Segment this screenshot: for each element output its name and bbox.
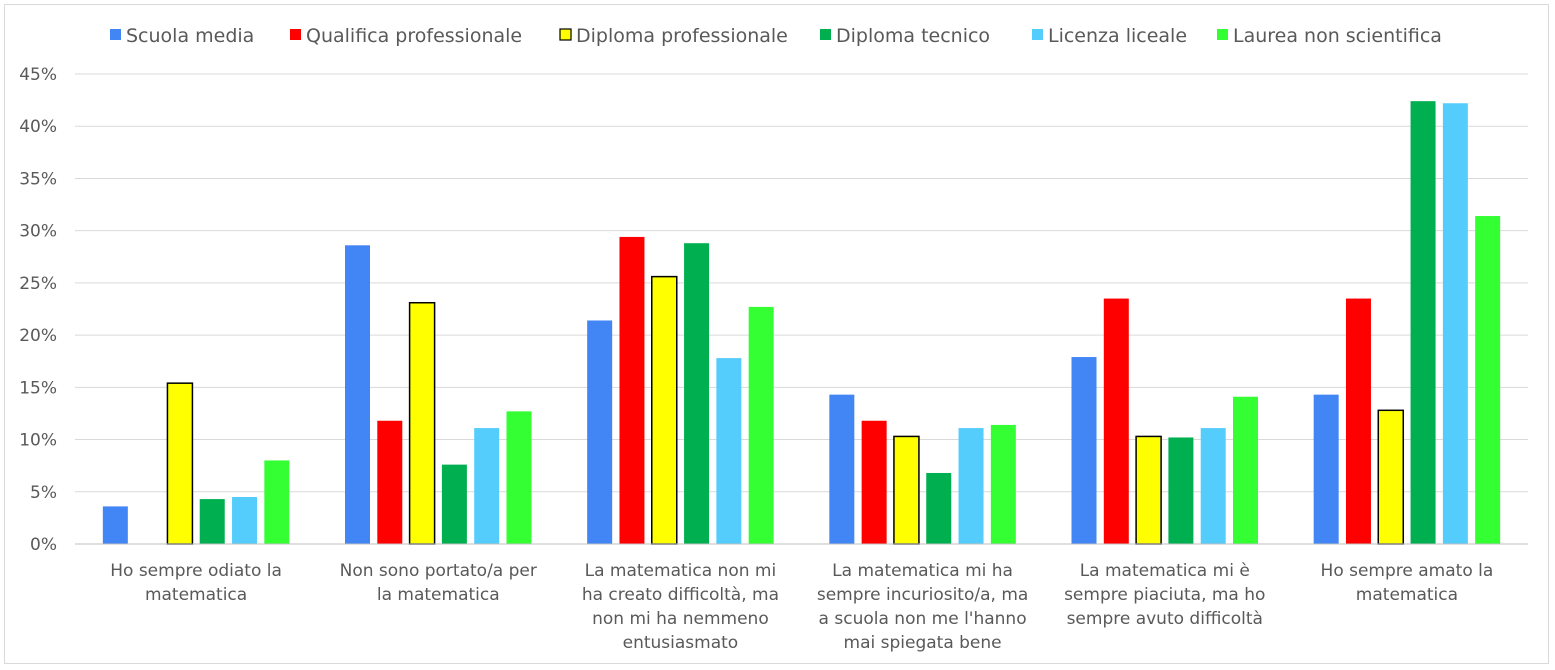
bar: [408, 301, 436, 545]
bar: [264, 460, 290, 544]
legend-swatch: [290, 29, 301, 40]
y-tick-label: 45%: [19, 65, 57, 85]
bar: [716, 358, 742, 544]
category-label: La matematica mi è sempre piaciuta, ma ho…: [1064, 561, 1265, 629]
bar: [1313, 394, 1339, 544]
category-label: Ho sempre amato la matematica: [1321, 561, 1494, 605]
bar: [166, 382, 194, 545]
bar: [1071, 357, 1097, 544]
legend-label: Licenza liceale: [1048, 25, 1187, 47]
bar: [1135, 435, 1162, 545]
bar: [748, 306, 774, 544]
bar: [861, 420, 887, 544]
bar: [651, 275, 678, 545]
chart-frame: [4, 4, 1549, 664]
bar: [619, 236, 645, 544]
bar: [893, 435, 920, 545]
bar: [345, 245, 370, 545]
bar: [829, 394, 855, 544]
category-label: La matematica mi ha sempre incuriosito/a,…: [817, 561, 1028, 653]
bars: [102, 101, 1501, 545]
bar: [958, 428, 984, 544]
bar: [199, 499, 225, 544]
legend-swatch: [559, 28, 572, 41]
y-tick-label: 15%: [19, 378, 57, 398]
bar: [1442, 103, 1468, 544]
legend: Scuola media Qualifica professionale Diplo…: [110, 25, 1442, 47]
bar: [990, 424, 1016, 544]
bar: [1200, 428, 1226, 544]
bar: [1410, 101, 1436, 545]
legend-item: Qualifica professionale: [290, 25, 522, 47]
bar: [1377, 409, 1405, 545]
category-label: La matematica non mi ha creato difficoltà…: [582, 561, 779, 653]
legend-swatch: [1032, 29, 1043, 40]
y-tick-label: 20%: [19, 326, 57, 346]
legend-label: Diploma tecnico: [836, 25, 990, 47]
y-tick-label: 35%: [19, 169, 57, 189]
bar: [1345, 298, 1371, 544]
gridlines: [75, 73, 1528, 545]
legend-item: Diploma professionale: [559, 25, 788, 47]
bar: [441, 464, 467, 544]
bar: [1103, 298, 1129, 544]
bar: [587, 320, 613, 544]
legend-item: Licenza liceale: [1032, 25, 1187, 47]
y-tick-label: 40%: [19, 117, 57, 137]
bar: [102, 506, 128, 544]
legend-swatch: [1217, 29, 1228, 40]
bar: [377, 420, 403, 544]
bar: [232, 497, 258, 544]
bar: [684, 243, 710, 544]
legend-swatch: [110, 29, 121, 40]
category-label: Ho sempre odiato la matematica: [110, 561, 282, 605]
x-axis-category-labels: Ho sempre odiato la matematica Non sono po…: [110, 561, 1493, 653]
y-tick-label: 10%: [19, 431, 57, 451]
bar: [1475, 216, 1501, 545]
legend-label: Qualifica professionale: [306, 25, 522, 47]
y-tick-label: 30%: [19, 222, 57, 242]
legend-label: Scuola media: [126, 25, 254, 47]
y-tick-label: 25%: [19, 274, 57, 294]
legend-item: Scuola media: [110, 25, 254, 47]
y-tick-label: 0%: [30, 535, 57, 555]
legend-label: Diploma professionale: [576, 25, 788, 47]
legend-swatch: [820, 29, 831, 40]
bar: [474, 428, 500, 544]
bar: [1168, 437, 1194, 544]
legend-item: Laurea non scientifica: [1217, 25, 1442, 47]
bar: [506, 411, 532, 544]
bar: [926, 472, 952, 544]
y-tick-label: 5%: [30, 483, 57, 503]
bar: [1233, 396, 1258, 544]
y-axis-tick-labels: 0% 5% 10% 15% 20% 25% 30% 35% 40% 45%: [19, 65, 57, 555]
legend-item: Diploma tecnico: [820, 25, 990, 47]
legend-label: Laurea non scientifica: [1233, 25, 1442, 47]
category-label: Non sono portato/a per la matematica: [340, 561, 537, 605]
